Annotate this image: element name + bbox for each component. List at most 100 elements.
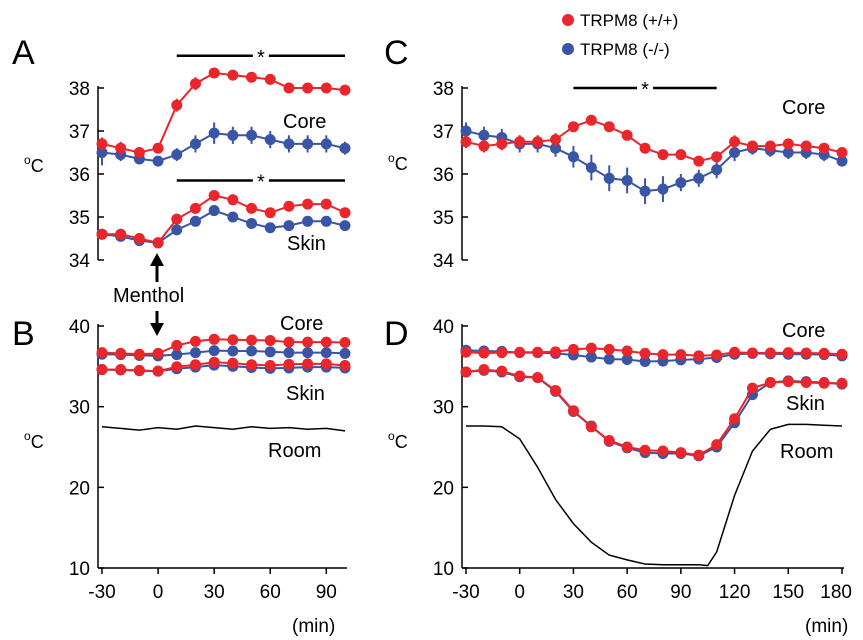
- series-line-c-wt-core: [465, 119, 843, 163]
- y-tick-label-a-38: 38: [69, 79, 90, 100]
- x-tick-label-d-0: 0: [514, 582, 525, 603]
- label-core-d: Core: [782, 320, 825, 342]
- point-a-ko-skin-80: [302, 215, 314, 227]
- point-b-ko-core-30: [208, 345, 220, 357]
- point-d-wt-core-160: [800, 347, 812, 359]
- point-b-wt-core--20: [115, 347, 127, 359]
- point-a-wt-core-100: [339, 84, 351, 96]
- point-a-ko-skin-100: [339, 220, 351, 232]
- point-a-wt-skin--20: [115, 228, 127, 240]
- point-c-ko-core-110: [711, 164, 723, 176]
- point-b-wt-core-100: [339, 337, 351, 349]
- series-a-wt-core: [96, 67, 351, 158]
- point-a-ko-skin-20: [189, 215, 201, 227]
- point-a-wt-core-10: [171, 99, 183, 111]
- sig-star-a-0: *: [257, 47, 265, 69]
- point-b-wt-skin--10: [133, 364, 145, 376]
- point-d-wt-core-20: [550, 346, 562, 358]
- point-c-ko-core-50: [603, 172, 615, 184]
- y-tick-label-d-30: 30: [433, 398, 454, 419]
- point-c-wt-core-160: [800, 140, 812, 152]
- point-b-wt-skin-70: [283, 358, 295, 370]
- chart-b: 10 20 30 40 -30 0 30 60 90: [69, 317, 351, 603]
- point-c-ko-core-120: [729, 147, 741, 158]
- point-d-wt-core--30: [460, 346, 472, 358]
- point-d-wt-skin--20: [478, 364, 490, 376]
- legend-label-wt: TRPM8 (+/+): [580, 11, 678, 30]
- y-tick-label-b-30: 30: [69, 398, 90, 419]
- x-tick-label-b-0: 0: [153, 582, 164, 603]
- point-a-ko-core-70: [283, 138, 295, 150]
- point-d-wt-core-80: [657, 349, 669, 361]
- point-c-wt-core-120: [729, 136, 741, 148]
- point-d-wt-skin-0: [514, 370, 526, 382]
- point-d-wt-skin-20: [550, 385, 562, 397]
- label-core-a: Core: [283, 111, 326, 133]
- point-a-ko-core-0: [152, 155, 164, 167]
- y-tick-label-c-36: 36: [433, 165, 454, 186]
- y-tick-label-a-37: 37: [69, 122, 90, 143]
- room-line-b: [101, 425, 346, 432]
- point-a-wt-core-90: [320, 82, 332, 94]
- point-b-wt-core-30: [208, 333, 220, 345]
- menthol-label: Menthol: [113, 285, 184, 307]
- point-a-wt-core-30: [208, 67, 220, 79]
- point-d-wt-skin-10: [532, 372, 544, 384]
- x-tick-label-b-60: 60: [260, 582, 281, 603]
- point-a-wt-skin-60: [264, 207, 276, 219]
- legend: TRPM8 (+/+) TRPM8 (-/-): [562, 11, 678, 59]
- point-b-wt-skin-20: [189, 359, 201, 371]
- series-d-wt-skin: [460, 364, 848, 461]
- point-c-wt-core-130: [746, 140, 758, 152]
- point-a-wt-core-0: [152, 142, 164, 154]
- point-a-wt-core--30: [96, 138, 108, 150]
- x-tick-label-b-30: 30: [204, 582, 225, 603]
- y-tick-label-a-34: 34: [69, 251, 91, 272]
- point-c-wt-core--10: [496, 138, 508, 150]
- x-tick-label-d-60: 60: [617, 582, 638, 603]
- point-a-ko-core-100: [339, 142, 351, 154]
- label-room-d: Room: [780, 441, 833, 463]
- point-d-wt-core-140: [764, 347, 776, 359]
- point-c-ko-core-150: [782, 147, 794, 158]
- point-a-wt-skin-20: [189, 202, 201, 214]
- point-c-wt-core-0: [514, 136, 526, 148]
- y-tick-label-d-20: 20: [433, 478, 454, 499]
- point-a-wt-core-70: [283, 82, 295, 94]
- ylabel-c: oC: [388, 151, 408, 174]
- point-b-wt-skin-40: [227, 357, 239, 369]
- point-c-ko-core-40: [585, 162, 597, 174]
- point-d-wt-core-170: [818, 347, 830, 359]
- series-a-wt-skin: [96, 190, 351, 249]
- sig-star-a-1: *: [257, 171, 265, 193]
- point-c-ko-core-100: [693, 172, 705, 184]
- point-c-wt-core-140: [764, 140, 776, 152]
- point-d-wt-core-30: [567, 343, 579, 355]
- y-tick-label-c-35: 35: [433, 208, 454, 229]
- point-a-ko-core--30: [96, 147, 108, 158]
- x-tick-label-d-120: 120: [719, 582, 751, 603]
- point-c-ko-core--30: [460, 125, 472, 137]
- point-b-wt-core-90: [320, 336, 332, 348]
- point-b-wt-core-10: [171, 339, 183, 351]
- sig-star-c-0: *: [641, 79, 649, 101]
- point-a-ko-core-20: [189, 138, 201, 150]
- point-a-ko-skin-70: [283, 220, 295, 232]
- ylabel-a: oC: [24, 153, 44, 176]
- point-b-wt-core-70: [283, 336, 295, 348]
- point-c-ko-core-180: [836, 155, 848, 167]
- point-a-wt-core-50: [246, 71, 258, 83]
- point-b-wt-skin--20: [115, 364, 127, 376]
- point-d-wt-skin-100: [693, 449, 705, 461]
- point-c-wt-core-50: [603, 121, 615, 133]
- panel-letter-b: B: [12, 315, 35, 353]
- panel-letter-d: D: [384, 315, 409, 353]
- point-c-ko-core-90: [675, 177, 687, 189]
- series-b-wt-core: [96, 333, 351, 360]
- point-a-ko-core-40: [227, 129, 239, 141]
- y-tick-label-c-37: 37: [433, 122, 454, 143]
- point-b-wt-skin-100: [339, 360, 351, 372]
- point-c-wt-core-110: [711, 151, 723, 163]
- point-a-wt-core-40: [227, 69, 239, 81]
- point-d-wt-skin-30: [567, 405, 579, 417]
